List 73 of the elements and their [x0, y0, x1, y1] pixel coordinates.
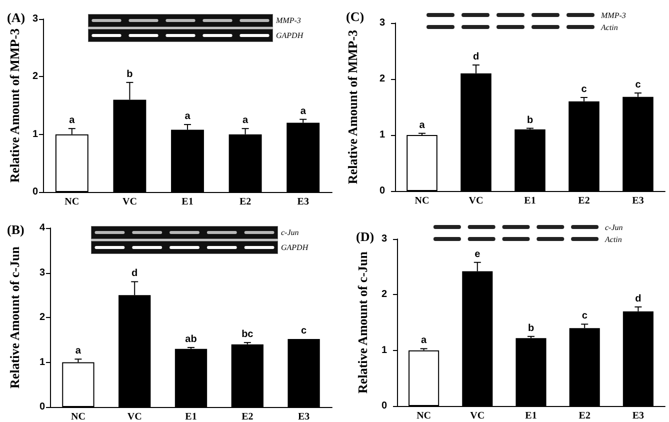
- x-tick-label: E1: [182, 196, 194, 208]
- annotation: c: [582, 310, 588, 322]
- y-axis-title: Relative Amount of MMP-3: [345, 29, 360, 184]
- y-tick-label: 0: [379, 186, 386, 196]
- y-tick-label: 1: [39, 356, 46, 368]
- annotation: a: [69, 115, 76, 126]
- y-tick-label: 0: [381, 400, 388, 412]
- annotation: Actin: [601, 22, 618, 32]
- x-tick-label: E1: [524, 196, 536, 206]
- x-tick-label: VC: [127, 412, 142, 422]
- x-tick-label: E2: [578, 196, 590, 206]
- annotation: b: [526, 114, 534, 126]
- x-tick-label: VC: [468, 196, 484, 206]
- y-tick-label: 2: [32, 71, 38, 82]
- chart-title: (C): [346, 9, 364, 24]
- x-tick-label: E1: [525, 410, 537, 422]
- annotation: Actin: [605, 234, 622, 244]
- annotation: c: [301, 325, 308, 336]
- x-tick-label: NC: [64, 196, 80, 208]
- annotation: d: [635, 293, 642, 304]
- y-tick-label: 3: [381, 234, 388, 244]
- text: c-Jun: [605, 222, 623, 232]
- annotation: GAPDH: [276, 31, 304, 40]
- annotation: bc: [242, 329, 254, 340]
- x-tick-label: NC: [416, 410, 432, 422]
- x-tick-label: E1: [185, 412, 197, 422]
- chart-title: (D): [356, 229, 374, 244]
- y-axis-title: Relative Amount of MMP-3: [7, 28, 22, 183]
- annotation: d: [132, 268, 138, 280]
- x-tick-label: VC: [122, 196, 137, 208]
- y-tick-label: 3: [379, 18, 386, 28]
- y-tick-label: 0: [39, 402, 46, 412]
- y-tick-label: 0: [32, 186, 38, 198]
- x-tick-label: E3: [632, 410, 644, 422]
- y-tick-label: 2: [381, 289, 388, 300]
- x-tick-label: E3: [298, 412, 310, 422]
- annotation: b: [528, 322, 534, 334]
- y-tick-label: 2: [379, 74, 386, 84]
- annotation: GAPDH: [281, 243, 308, 252]
- annotation: e: [474, 248, 481, 260]
- chart-title: (A): [7, 10, 26, 25]
- annotation: a: [421, 335, 428, 346]
- y-tick-label: 1: [381, 344, 388, 356]
- x-tick-label: E2: [578, 410, 590, 422]
- annotation: a: [75, 346, 82, 357]
- y-tick-label: 1: [379, 130, 386, 140]
- annotation: b: [126, 68, 133, 80]
- y-axis-title: Relative Amount of c-Jun: [7, 246, 22, 388]
- y-tick-label: 3: [32, 14, 38, 24]
- x-tick-label: E3: [297, 196, 309, 208]
- y-tick-label: 4: [39, 222, 46, 234]
- annotation: a: [242, 115, 249, 126]
- annotation: a: [419, 120, 426, 131]
- text: MMP-3: [601, 10, 626, 20]
- annotation: c: [581, 84, 588, 95]
- annotation: a: [300, 106, 306, 117]
- annotation: a: [184, 111, 191, 122]
- y-tick-label: 2: [39, 312, 46, 323]
- annotation: c: [635, 80, 642, 90]
- annotation: MMP-3: [276, 16, 301, 25]
- x-tick-label: E2: [242, 412, 254, 422]
- annotation: c-Jun: [281, 228, 299, 237]
- x-tick-label: NC: [414, 196, 430, 206]
- y-axis-title: Relative Amount of c-Jun: [355, 250, 370, 394]
- chart-title: (B): [7, 222, 24, 237]
- x-tick-label: E2: [239, 196, 252, 208]
- x-tick-label: NC: [70, 412, 86, 422]
- y-tick-label: 3: [39, 267, 46, 278]
- x-tick-label: VC: [470, 410, 485, 422]
- annotation: ab: [185, 334, 197, 345]
- x-tick-label: E3: [632, 196, 644, 206]
- y-tick-label: 1: [32, 128, 38, 140]
- annotation: d: [472, 52, 480, 62]
